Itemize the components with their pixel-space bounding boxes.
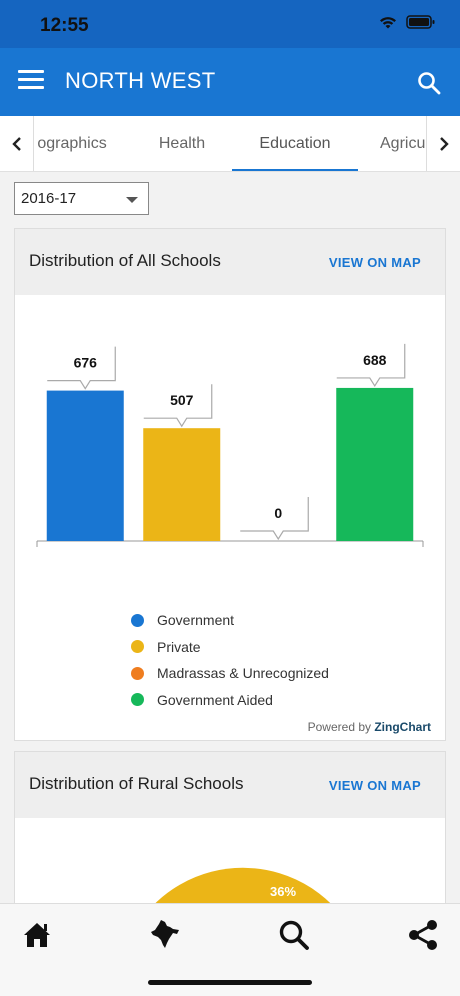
- legend-item[interactable]: Private: [131, 634, 329, 661]
- zingchart-brand: ZingChart: [374, 720, 431, 734]
- legend-label: Government Aided: [157, 691, 273, 708]
- search-icon[interactable]: [277, 918, 311, 952]
- india-map-icon[interactable]: [148, 918, 182, 952]
- home-indicator: [148, 980, 312, 985]
- bar[interactable]: [336, 387, 414, 541]
- value-callout: [240, 497, 309, 541]
- share-icon[interactable]: [406, 918, 440, 952]
- value-label: 688: [363, 352, 387, 368]
- tabs-scroll-left[interactable]: [0, 116, 34, 171]
- pie-slice-private: [148, 867, 337, 910]
- legend-label: Private: [157, 638, 201, 655]
- legend-item[interactable]: Madrassas & Unrecognized: [131, 660, 329, 687]
- rural-schools-card: Distribution of Rural Schools VIEW ON MA…: [14, 751, 446, 911]
- legend-dot: [131, 693, 144, 707]
- tab-health[interactable]: Health: [158, 135, 206, 152]
- bar[interactable]: [143, 428, 221, 541]
- card-title: Distribution of All Schools: [29, 251, 221, 270]
- wifi-icon: [380, 17, 396, 29]
- chevron-left-icon: [11, 137, 21, 151]
- view-on-map-link[interactable]: VIEW ON MAP: [328, 778, 421, 793]
- year-select[interactable]: 2016-17: [14, 182, 149, 215]
- menu-icon[interactable]: [18, 70, 44, 94]
- tab-demographics[interactable]: ographics: [37, 135, 107, 152]
- bar[interactable]: [46, 390, 124, 541]
- legend-dot: [131, 640, 144, 654]
- legend-item[interactable]: Government Aided: [131, 687, 329, 714]
- battery-icon: [406, 15, 435, 29]
- pie-chart: 36%: [148, 867, 337, 910]
- status-time: 12:55: [40, 15, 89, 36]
- value-label: 507: [170, 392, 194, 408]
- value-callout: [47, 346, 116, 390]
- legend-item[interactable]: Government: [131, 607, 329, 634]
- status-icons: [378, 14, 436, 30]
- tab-education[interactable]: Education: [232, 116, 358, 171]
- powered-prefix: Powered by: [307, 720, 375, 734]
- status-bar: 12:55: [0, 0, 460, 48]
- year-select-value: 2016-17: [21, 190, 77, 207]
- powered-by[interactable]: Powered by ZingChart: [308, 720, 431, 734]
- value-label: 0: [274, 505, 282, 521]
- value-label: 676: [74, 355, 98, 371]
- chart-legend: Government Private Madrassas & Unrecogni…: [131, 607, 329, 713]
- search-icon[interactable]: [416, 70, 442, 96]
- category-tabs: ographics Health Education Agricu: [0, 116, 460, 172]
- card-header: Distribution of Rural Schools VIEW ON MA…: [15, 752, 445, 818]
- value-callout: [143, 384, 213, 428]
- legend-dot: [131, 666, 144, 680]
- card-header: Distribution of All Schools VIEW ON MAP: [15, 229, 445, 295]
- legend-label: Government: [157, 612, 235, 629]
- legend-label: Madrassas & Unrecognized: [157, 665, 329, 682]
- home-icon[interactable]: [20, 918, 54, 952]
- view-on-map-link[interactable]: VIEW ON MAP: [328, 255, 421, 270]
- card-title: Distribution of Rural Schools: [29, 774, 244, 793]
- chevron-right-icon: [439, 137, 449, 151]
- app-bar: NORTH WEST: [0, 48, 460, 116]
- dropdown-caret-icon: [126, 197, 138, 203]
- tabs-scroll-right[interactable]: [426, 116, 460, 171]
- legend-dot: [131, 613, 144, 627]
- page-title: NORTH WEST: [65, 68, 216, 93]
- tab-agriculture[interactable]: Agricu: [380, 135, 426, 152]
- value-callout: [336, 343, 406, 388]
- bar-chart: 676 507 0 688: [36, 343, 424, 547]
- pie-slice-label: 36%: [270, 884, 296, 899]
- all-schools-card: Distribution of All Schools VIEW ON MAP …: [14, 228, 446, 741]
